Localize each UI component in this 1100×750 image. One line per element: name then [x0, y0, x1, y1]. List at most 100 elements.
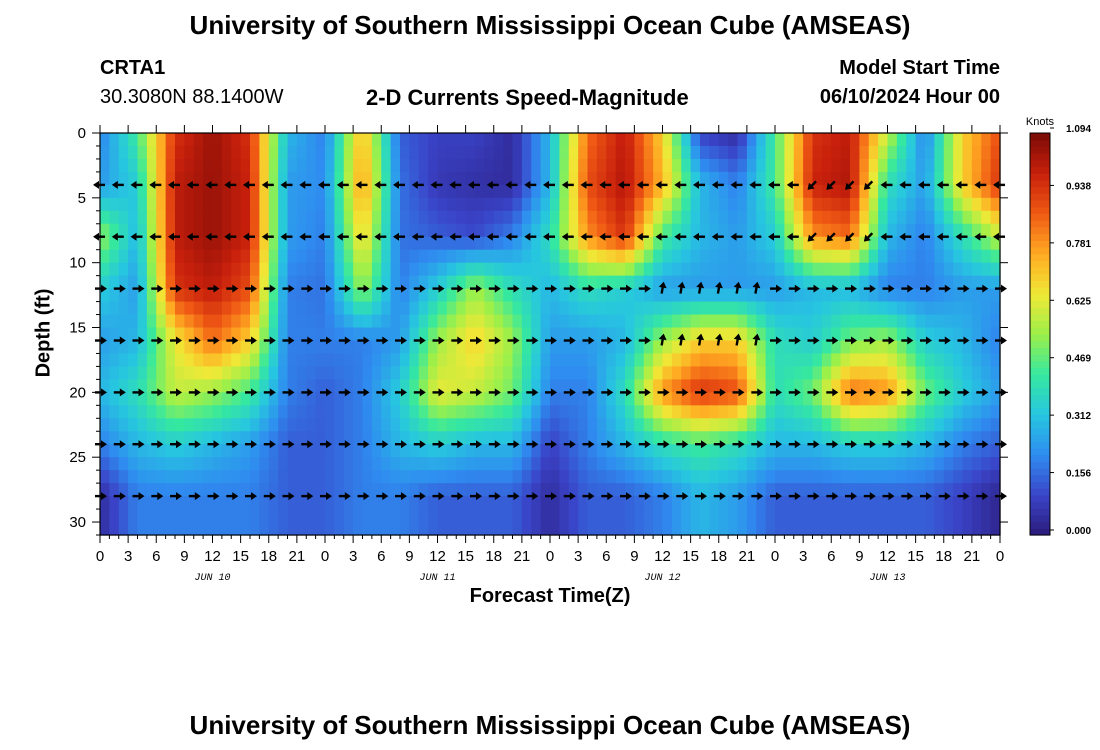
heatmap-cell: [728, 405, 739, 419]
heatmap-cell: [521, 210, 532, 225]
heatmap-cell: [615, 171, 626, 186]
heatmap-cell: [456, 470, 467, 484]
current-arrow: [526, 440, 539, 449]
heatmap-cell: [671, 158, 682, 173]
heatmap-cell: [400, 223, 410, 238]
heatmap-cell: [831, 210, 842, 225]
heatmap-cell: [596, 171, 607, 186]
heatmap-cell: [925, 301, 935, 316]
heatmap-cell: [821, 379, 832, 393]
heatmap-cell: [718, 405, 729, 419]
heatmap-cell: [306, 353, 317, 368]
heatmap-cell: [137, 470, 148, 484]
heatmap-cell: [606, 133, 617, 147]
heatmap-cell: [700, 210, 710, 225]
heatmap-cell: [803, 392, 814, 406]
heatmap-cell: [306, 275, 317, 290]
heatmap-cell: [259, 444, 270, 458]
heatmap-cell: [203, 353, 214, 368]
heatmap-cell: [915, 431, 926, 445]
heatmap-cell: [671, 340, 682, 355]
x-tick-label: 21: [964, 548, 981, 565]
heatmap-cell: [418, 184, 429, 199]
heatmap-cell: [193, 327, 204, 342]
heatmap-cell: [250, 522, 260, 536]
heatmap-cell: [493, 249, 504, 264]
heatmap-cell: [306, 145, 317, 160]
heatmap-cell: [821, 366, 832, 380]
current-arrow: [974, 180, 987, 189]
heatmap-cell: [840, 457, 851, 471]
heatmap-cell: [484, 288, 495, 303]
heatmap-cell: [596, 301, 607, 316]
heatmap-cell: [681, 431, 692, 445]
heatmap-cell: [812, 197, 823, 212]
heatmap-cell: [390, 327, 401, 342]
heatmap-cell: [259, 197, 270, 212]
heatmap-cell: [287, 288, 298, 303]
heatmap-cell: [343, 133, 354, 147]
current-arrow: [261, 232, 274, 241]
heatmap-cell: [353, 197, 364, 212]
heatmap-cell: [812, 509, 823, 523]
heatmap-cell: [381, 275, 392, 290]
heatmap-cell: [521, 145, 532, 160]
heatmap-cell: [625, 457, 635, 471]
heatmap-cell: [137, 379, 148, 393]
heatmap-cell: [146, 262, 157, 277]
heatmap-cell: [671, 444, 682, 458]
heatmap-cell: [137, 262, 148, 277]
heatmap-cell: [728, 327, 739, 342]
heatmap-cell: [512, 236, 523, 251]
heatmap-cell: [775, 210, 785, 225]
heatmap-cell: [203, 171, 214, 186]
heatmap-cell: [971, 457, 982, 471]
heatmap-cell: [803, 405, 814, 419]
heatmap-cell: [240, 210, 251, 225]
heatmap-cell: [203, 379, 214, 393]
heatmap-cell: [615, 366, 626, 380]
heatmap-cell: [531, 210, 542, 225]
heatmap-cell: [709, 223, 720, 238]
heatmap-cell: [793, 223, 804, 238]
colorbar-frame: [1029, 132, 1051, 536]
day-label: JUN 10: [194, 573, 230, 584]
heatmap-cell: [700, 340, 710, 355]
heatmap-cell: [128, 262, 139, 277]
heatmap-cell: [887, 457, 898, 471]
heatmap-cell: [718, 366, 729, 380]
heatmap-cell: [437, 314, 448, 329]
heatmap-cell: [653, 405, 664, 419]
heatmap-cell: [775, 301, 785, 316]
heatmap-cell: [606, 366, 617, 380]
heatmap-cell: [953, 145, 964, 160]
heatmap-cell: [953, 522, 964, 536]
heatmap-cell: [653, 392, 664, 406]
heatmap-cell: [728, 379, 739, 393]
heatmap-cell: [287, 522, 298, 536]
heatmap-cell: [962, 171, 973, 186]
heatmap-cell: [118, 314, 129, 329]
current-arrow: [620, 336, 632, 345]
x-tick-label: 12: [654, 548, 671, 565]
heatmap-cell: [971, 223, 982, 238]
heatmap-cell: [671, 509, 682, 523]
heatmap-cell: [578, 210, 589, 225]
heatmap-cell: [887, 171, 898, 186]
heatmap-cell: [578, 223, 589, 238]
heatmap-cell: [971, 340, 982, 355]
heatmap-cell: [493, 223, 504, 238]
heatmap-cell: [371, 133, 382, 147]
heatmap-cell: [287, 457, 298, 471]
heatmap-cell: [100, 171, 110, 186]
heatmap-cell: [606, 275, 617, 290]
heatmap-cell: [681, 496, 692, 510]
heatmap-cell: [446, 340, 457, 355]
heatmap-cell: [596, 496, 607, 510]
heatmap-cell: [878, 483, 889, 497]
heatmap-cell: [325, 418, 335, 432]
heatmap-cell: [878, 340, 889, 355]
heatmap-cell: [709, 145, 720, 160]
heatmap-cell: [521, 327, 532, 342]
heatmap-cell: [203, 457, 214, 471]
